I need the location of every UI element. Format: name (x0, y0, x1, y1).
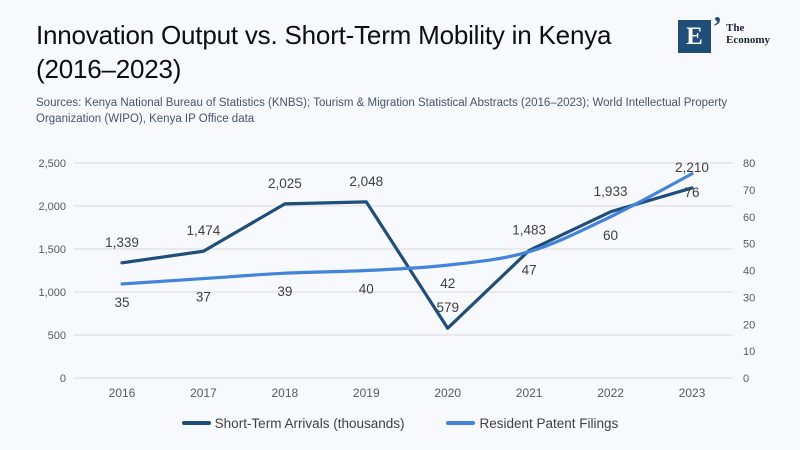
sources-note: Sources: Kenya National Bureau of Statis… (36, 97, 728, 125)
svg-text:1,483: 1,483 (512, 222, 546, 237)
svg-text:2019: 2019 (353, 386, 380, 400)
brand-name: The Economy (726, 20, 770, 46)
chart-legend: Short-Term Arrivals (thousands) Resident… (0, 411, 800, 435)
line-chart: 0 500 1,000 1,500 2,000 2,500 0 10 20 30 40 50 60 70 8… (0, 140, 800, 435)
svg-text:1,500: 1,500 (38, 244, 66, 256)
svg-text:2,210: 2,210 (675, 160, 709, 175)
svg-text:1,933: 1,933 (594, 184, 628, 199)
svg-text:0: 0 (743, 373, 749, 385)
svg-text:20: 20 (743, 319, 755, 331)
svg-text:40: 40 (359, 282, 374, 297)
svg-text:10: 10 (743, 346, 755, 358)
legend-item-arrivals: Short-Term Arrivals (thousands) (181, 415, 405, 431)
svg-text:1,339: 1,339 (105, 235, 139, 250)
svg-text:37: 37 (196, 290, 211, 305)
svg-text:60: 60 (603, 228, 618, 243)
legend-item-patents: Resident Patent Filings (446, 416, 618, 431)
legend-label-arrivals: Short-Term Arrivals (thousands) (214, 415, 405, 431)
svg-text:2021: 2021 (516, 386, 543, 400)
svg-text:80: 80 (743, 158, 755, 170)
svg-text:42: 42 (440, 276, 455, 291)
svg-text:579: 579 (436, 300, 459, 315)
svg-text:2,025: 2,025 (268, 176, 302, 191)
svg-text:1,000: 1,000 (38, 287, 66, 299)
svg-text:2,000: 2,000 (38, 201, 66, 213)
logo-mark-icon: E ’ (678, 14, 722, 53)
svg-text:2022: 2022 (597, 386, 624, 400)
svg-text:2018: 2018 (272, 386, 299, 400)
svg-text:47: 47 (522, 263, 537, 278)
svg-text:35: 35 (114, 295, 129, 310)
legend-swatch-arrivals (181, 421, 211, 425)
chart-canvas: 0 500 1,000 1,500 2,000 2,500 0 10 20 30 40 50 60 70 8… (38, 158, 755, 400)
svg-text:30: 30 (743, 292, 755, 304)
svg-text:60: 60 (743, 212, 755, 224)
svg-text:2,048: 2,048 (349, 174, 383, 189)
brand-name-line2: Economy (726, 33, 770, 46)
svg-text:2023: 2023 (679, 386, 706, 400)
page-title: Innovation Output vs. Short-Term Mobilit… (36, 20, 612, 84)
logo-quote-icon: ’ (712, 12, 722, 43)
logo-letter: E (686, 23, 703, 50)
svg-text:2016: 2016 (109, 386, 136, 400)
brand-name-line1: The (726, 22, 745, 34)
svg-text:40: 40 (743, 266, 755, 278)
svg-text:1,474: 1,474 (187, 223, 221, 238)
svg-text:0: 0 (60, 373, 66, 385)
svg-text:76: 76 (684, 185, 699, 200)
legend-label-patents: Resident Patent Filings (479, 415, 619, 431)
svg-text:2020: 2020 (434, 386, 461, 400)
svg-text:50: 50 (743, 239, 755, 251)
svg-text:70: 70 (743, 185, 755, 197)
svg-text:2017: 2017 (190, 386, 217, 400)
legend-swatch-patents (446, 421, 476, 425)
header: Innovation Output vs. Short-Term Mobilit… (0, 0, 800, 127)
brand-logo: E ’ The Economy (678, 14, 770, 53)
svg-text:2,500: 2,500 (38, 158, 66, 170)
svg-text:39: 39 (277, 284, 292, 299)
svg-text:500: 500 (48, 330, 66, 342)
